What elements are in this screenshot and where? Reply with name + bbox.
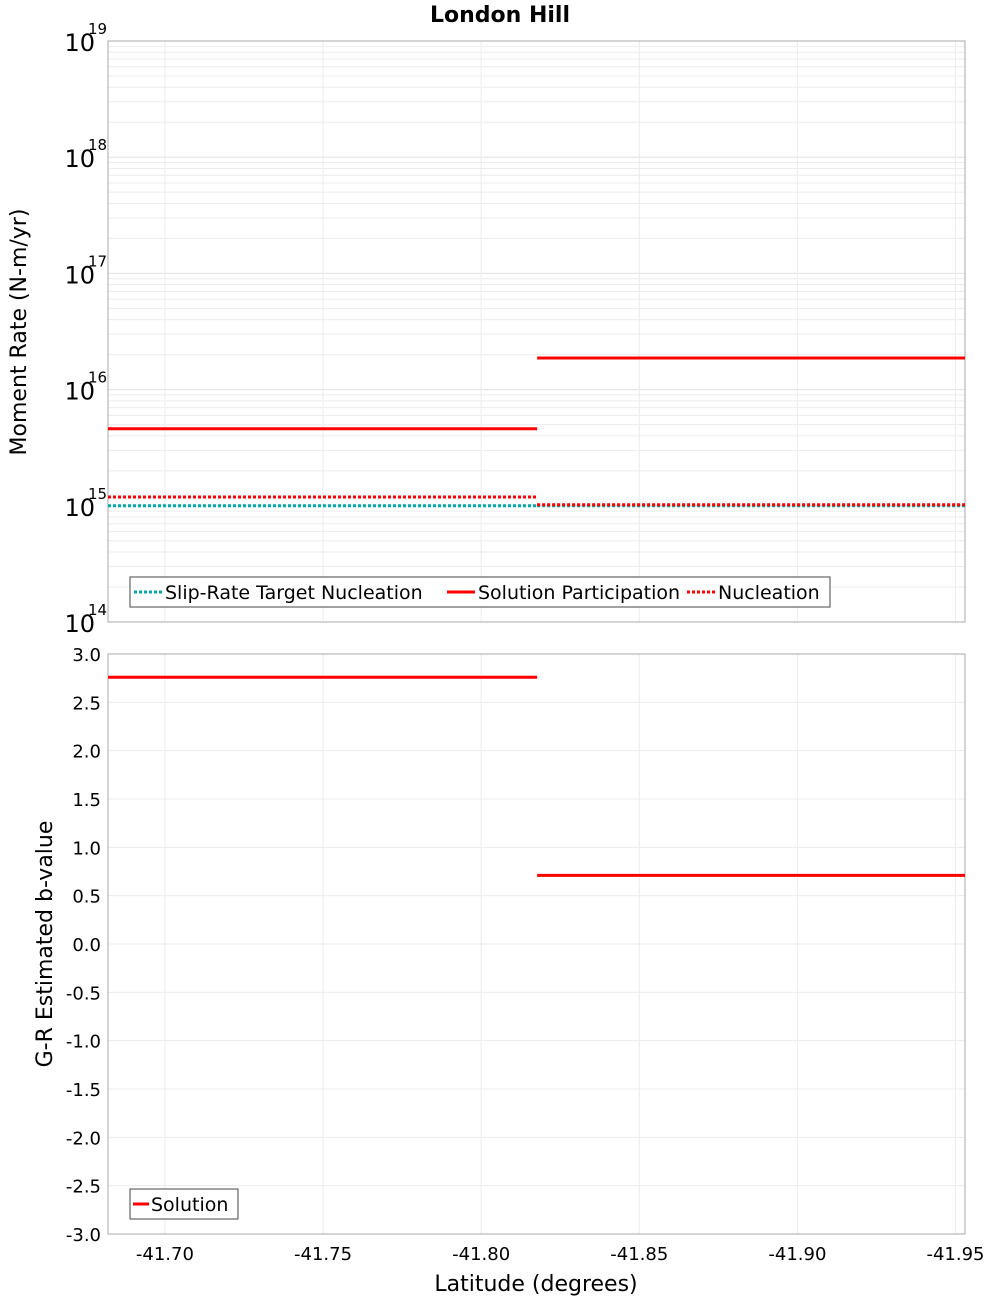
y-tick-label: -1.5	[66, 1080, 101, 1101]
x-tick-label: -41.80	[452, 1244, 510, 1265]
x-tick-label: -41.70	[136, 1244, 194, 1265]
y-tick-label: 2.5	[72, 693, 101, 714]
y-tick-label-exponent: 19	[88, 20, 107, 38]
x-tick-label: -41.85	[610, 1244, 668, 1265]
y-axis-label-top: Moment Rate (N-m/yr)	[7, 209, 32, 456]
y-tick-label: 0.5	[72, 887, 101, 908]
y-tick-label-exponent: 14	[88, 601, 107, 619]
legend-label: Solution Participation	[478, 582, 680, 604]
y-tick-label-exponent: 18	[88, 136, 107, 154]
x-tick-label: -41.75	[294, 1244, 352, 1265]
y-tick-label: -0.5	[66, 983, 101, 1004]
y-tick-label: 1.5	[72, 790, 101, 811]
y-tick-label: 3.0	[72, 645, 101, 666]
x-tick-label: -41.90	[768, 1244, 826, 1265]
y-tick-label-exponent: 15	[88, 485, 107, 503]
y-tick-label: 1.0	[72, 838, 101, 859]
y-tick-label: -3.0	[66, 1225, 101, 1246]
chart-title: London Hill	[430, 3, 570, 28]
x-axis-label: Latitude (degrees)	[434, 1272, 637, 1297]
y-tick-label-base: 10	[64, 145, 95, 173]
y-tick-label-base: 10	[64, 378, 95, 406]
y-tick-label: -2.5	[66, 1177, 101, 1198]
y-tick-label: -2.0	[66, 1128, 101, 1149]
plot-frame-bottom	[107, 653, 966, 1235]
y-tick-label-base: 10	[64, 494, 95, 522]
x-tick-label: -41.95	[926, 1244, 984, 1265]
plot-frame-top	[107, 40, 966, 623]
y-tick-label-base: 10	[64, 610, 95, 638]
y-tick-label-exponent: 16	[88, 369, 107, 387]
y-tick-label-exponent: 17	[88, 252, 107, 270]
legend-label: Nucleation	[718, 582, 820, 604]
y-tick-label-base: 10	[64, 29, 95, 57]
y-axis-label-bottom: G-R Estimated b-value	[33, 821, 58, 1068]
y-tick-label: -1.0	[66, 1032, 101, 1053]
y-tick-label-base: 10	[64, 261, 95, 289]
legend-label: Slip-Rate Target Nucleation	[165, 582, 423, 604]
y-tick-label: 0.0	[72, 935, 101, 956]
legend-label: Solution	[151, 1194, 228, 1216]
y-tick-label: 2.0	[72, 742, 101, 763]
